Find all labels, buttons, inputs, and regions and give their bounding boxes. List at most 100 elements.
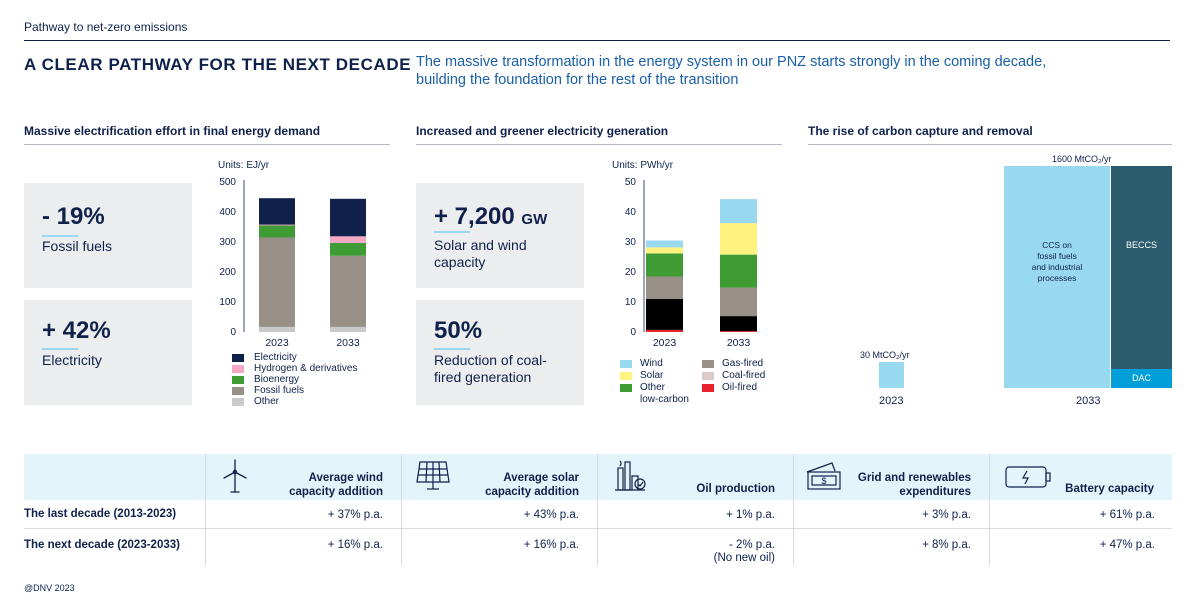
chart1-bar-2033-fossil-fuels (330, 255, 366, 327)
legend-swatch-solar (620, 372, 632, 380)
chart1-bar-2023-other (259, 326, 295, 332)
chart2-bar-2023-oil-fired (646, 329, 683, 332)
stat-value-solar-wind: + 7,200 GW (434, 203, 547, 231)
chart1-bar-2023-fossil-fuels (259, 237, 295, 327)
bar-2023-carbon-capture (879, 362, 904, 388)
bar-2033-ccs: CCS on fossil fuels and industrial proce… (1004, 166, 1110, 388)
chart1-bar-2023-hydrogen-derivatives (259, 224, 295, 226)
chart2-units-value: PWh/yr (640, 160, 674, 171)
stat-value-fossil: - 19% (42, 203, 105, 230)
chart2-bar-2033-oil-fired (720, 331, 757, 332)
subtitle-line-1: The massive transformation in the energy… (416, 54, 1047, 70)
chart2-bar-2023-solar (646, 247, 683, 254)
legend-swatch-coal (702, 372, 714, 380)
legend-label-fossil-fuels: Fossil fuels (254, 385, 305, 396)
chart2-bar-2023-other-low-carbon (646, 253, 683, 277)
legend-label-other: Other (254, 396, 280, 407)
stat-label-fossil: Fossil fuels (42, 238, 113, 254)
page-subtitle: The massive transformation in the energy… (416, 53, 1116, 89)
chart2-y-tick-label: 20 (625, 267, 637, 278)
legend-label-other: Other (640, 382, 666, 393)
chart1-legend: Electricity Hydrogen & derivatives Bioener… (232, 352, 392, 412)
stat-label-coal: Reduction of coal-fired generation (434, 352, 547, 385)
section-title-electrification: Massive electrification effort in final … (24, 124, 321, 138)
money-icon: $ (806, 462, 841, 490)
table-row-rule (24, 528, 1172, 529)
legend-swatch-gas (702, 360, 714, 368)
legend-swatch-wind (620, 360, 632, 368)
stat-box-solar-wind: + 7,200 GW Solar and wind capacity (416, 183, 584, 288)
bar-2033-dac: DAC (1111, 369, 1172, 388)
chart1-x-tick-label: 2023 (265, 337, 289, 349)
legend-swatch-oil (702, 384, 714, 392)
col-header-grid: Grid and renewables expenditures (793, 471, 971, 499)
legend-swatch-fossil-fuels (232, 387, 244, 395)
dollar-symbol: $ (821, 476, 826, 486)
chart2-x-tick-label: 2023 (653, 337, 677, 349)
legend-swatch-bioenergy (232, 376, 244, 384)
stat-box-electricity: + 42% Electricity (24, 300, 192, 405)
legend-label-electricity: Electricity (254, 352, 297, 363)
chart1-bar-2023-bioenergy (259, 225, 295, 238)
solar-panel-icon (416, 461, 450, 490)
stat-value-coal: 50% (434, 317, 483, 344)
col-header-line: expenditures (899, 486, 971, 498)
stat-box-fossil: - 19% Fossil fuels (24, 183, 192, 288)
legend-label-coal: Coal-fired (722, 370, 766, 381)
table-cell: + 47% p.a. (1099, 539, 1155, 551)
chart1-bar-2033-other (330, 326, 366, 332)
chart1-bar-2033-bioenergy (330, 242, 366, 256)
chart1-bar-2033-hydrogen-derivatives (330, 236, 366, 243)
legend-label-low-carbon: low-carbon (640, 394, 689, 405)
chart3-year-2033: 2033 (1076, 395, 1101, 407)
chart1-y-tick-label: 400 (219, 207, 236, 218)
stat-label-electricity: Electricity (42, 352, 102, 368)
chart3-label-2023: 30 MtCO₂/yr (860, 350, 910, 360)
chart2-units: Units: PWh/yr (612, 160, 673, 171)
chart2-y-tick-label: 10 (625, 297, 637, 308)
chart2-x-tick-label: 2033 (727, 337, 751, 349)
chart1-units: Units: EJ/yr (218, 160, 269, 171)
chart2-y-tick-label: 30 (625, 237, 637, 248)
chart1-bar-2023-electricity (259, 198, 295, 225)
stat-box-coal: 50% Reduction of coal-fired generation (416, 300, 584, 405)
chart1-y-tick-label: 200 (219, 267, 236, 278)
subtitle-line-2: building the foundation for the rest of … (416, 72, 739, 88)
col-header-wind: Average wind capacity addition (205, 471, 383, 499)
chart2-bar-2033-gas-fired (720, 287, 757, 317)
column-divider (597, 454, 598, 566)
table-cell-note: (No new oil) (713, 552, 775, 564)
chart2-y-tick-label: 50 (625, 177, 637, 188)
chart2-legend: Wind Solar Other low-carbon Gas-fired Co… (618, 358, 798, 418)
chart1-bar-2033-electricity (330, 198, 366, 237)
chart2-units-prefix: Units: (612, 160, 641, 171)
chart2-y-tick-label: 0 (630, 327, 636, 338)
legend-swatch-hydrogen-derivatives (232, 365, 244, 373)
legend-label-gas: Gas-fired (722, 358, 764, 369)
chart2-bar-2033-solar (720, 223, 757, 255)
table-cell: + 61% p.a. (1099, 509, 1155, 521)
col-header-line: Grid and renewables (857, 472, 971, 484)
ccs-label-line: and industrial (1031, 262, 1083, 272)
chart1-x-tick-label: 2033 (336, 337, 360, 349)
stat-accent-line (434, 231, 470, 233)
chart2-y-tick-label: 40 (625, 207, 637, 218)
section-rule-3 (808, 144, 1172, 145)
col-header-solar: Average solar capacity addition (401, 471, 579, 499)
wind-turbine-icon (223, 459, 247, 493)
col-header-line: Battery capacity (1065, 483, 1154, 495)
ccs-label: CCS on fossil fuels and industrial proce… (1004, 240, 1110, 284)
page-title: A CLEAR PATHWAY FOR THE NEXT DECADE (24, 55, 412, 74)
col-header-line: Average solar (503, 472, 579, 484)
chart2-bar-2023-wind (646, 240, 683, 248)
column-divider (989, 454, 990, 566)
chart1-energy-demand: 0 100 200 300 400 500 2023 2033 (219, 177, 366, 349)
stat-number: + 7,200 (434, 203, 515, 230)
table-cell: + 16% p.a. (523, 539, 579, 551)
table-cell: + 1% p.a. (726, 509, 775, 521)
stat-accent-line (42, 348, 78, 350)
chart2-electricity-generation: 0 10 20 30 40 50 2023 2033 (625, 177, 757, 349)
table-cell-oil-next: - 2% p.a. (No new oil) (597, 539, 775, 565)
row-label-last-decade: The last decade (2013-2023) (24, 508, 177, 520)
oil-refinery-icon (615, 460, 646, 491)
